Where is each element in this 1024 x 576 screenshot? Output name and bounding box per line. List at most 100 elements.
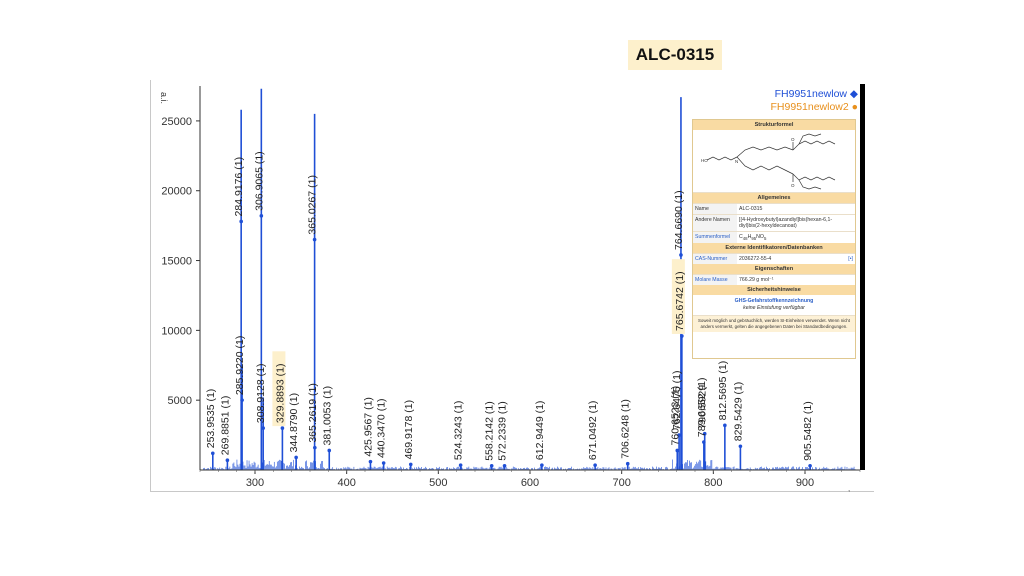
x-tick-label: 400 [337, 477, 355, 489]
peak-marker [239, 219, 243, 224]
formula-key-link[interactable]: Summenformel [693, 232, 737, 244]
peak-label: 764.6690 (1) [673, 190, 685, 250]
infobox-section-safety: Sicherheitshinweise [693, 285, 855, 296]
infobox-footnote: Soweit möglich und gebräuchlich, werden … [693, 315, 855, 333]
mass-spectrum-chart: 253.9535 (1) 269.8851 (1) 284.9176 (1) 285.… [159, 86, 861, 489]
frame-left-border [150, 80, 151, 492]
peak-label: 612.9449 (1) [534, 401, 546, 461]
label-highlight [671, 259, 685, 334]
y-tick-label: 25000 [161, 116, 192, 128]
infobox-section-structure: Strukturformel [693, 120, 855, 130]
molecule-skeleton-icon: HO N O O [701, 133, 836, 190]
legend: FH9951newlow ◆ FH9951newlow2 ● [760, 88, 858, 114]
peak-marker [408, 462, 413, 467]
formula-value: C48H95NO5 [739, 234, 767, 242]
svg-text:O: O [791, 183, 795, 188]
peak-label: 789.6652 (1) [696, 378, 708, 438]
peak-label: 285.9220 (1) [234, 336, 246, 396]
peak-label: 284.9176 (1) [233, 157, 245, 217]
x-tick-label: 500 [429, 477, 447, 489]
peak-label: 829.5429 (1) [732, 382, 744, 442]
label-highlight [272, 351, 286, 427]
peak-marker [489, 464, 494, 468]
ghs-block: GHS-Gefahrstoffkennzeichnung keine Einst… [693, 295, 855, 315]
legend-series-1-label: FH9951newlow [774, 88, 847, 100]
peak-marker [312, 237, 317, 242]
peak-marker [210, 451, 215, 456]
infobox-row-cas: CAS-Nummer 2036272-55-4 [•] [693, 253, 855, 265]
peak-marker [808, 464, 812, 468]
peak-marker [313, 445, 317, 450]
peak-label: 253.9535 (1) [205, 389, 217, 449]
peak-label: 440.3470 (1) [376, 398, 388, 458]
infobox-section-ids: Externe Identifikatoren/Datenbanken [693, 243, 855, 254]
peak-label: 760.6523 (1) [669, 386, 681, 446]
peak-label: 306.9065 (1) [253, 151, 265, 211]
mass-value: 766.29 g mol⁻¹ [739, 277, 774, 284]
peak-marker [723, 423, 727, 428]
infobox-section-general: Allgemeines [693, 193, 855, 203]
y-tick-label: 10000 [161, 325, 192, 337]
peak-marker [327, 448, 332, 453]
x-tick-label: 600 [521, 477, 539, 489]
compound-infobox: Strukturformel HO N O O Allgemeines Name… [692, 119, 856, 359]
cas-value: 2036272-55-4 [•] [737, 254, 855, 264]
peak-label: 762.6475 (1) [671, 371, 683, 431]
peak-label: 344.8790 (1) [288, 393, 300, 453]
peak-marker [680, 334, 684, 338]
y-axis-label: a.i. [159, 92, 169, 104]
x-tick-label: 700 [612, 477, 630, 489]
peak-marker [540, 463, 544, 467]
other-names-key: Andere Namen [693, 215, 737, 231]
x-tick-label: 800 [704, 477, 722, 489]
other-names-value: [(4-Hydroxybutyl)azandiyl]bis(hexan-6,1-… [739, 217, 833, 229]
peak-marker [702, 431, 707, 436]
svg-text:N: N [735, 159, 738, 164]
corner-mark: , [848, 484, 851, 493]
infobox-row-formula: Summenformel C48H95NO5 [693, 231, 855, 244]
peak-label: 706.6248 (1) [620, 399, 632, 459]
compound-label: ALC-0315 [628, 40, 722, 70]
cas-extra-link[interactable]: [•] [848, 256, 853, 263]
peak-label: 269.8851 (1) [219, 396, 231, 456]
peak-label: 365.2619 (1) [307, 383, 319, 443]
svg-text:O: O [791, 137, 795, 142]
peak-label: 905.5482 (1) [802, 401, 814, 461]
legend-series-2[interactable]: FH9951newlow2 ● [760, 101, 858, 114]
peak-markers [210, 214, 812, 468]
peak-label: 524.3243 (1) [453, 401, 465, 461]
peak-label: 365.0267 (1) [307, 175, 319, 235]
cas-key-link[interactable]: CAS-Nummer [693, 254, 737, 265]
peak-marker [261, 426, 265, 430]
peak-label: 425.9567 (1) [362, 397, 374, 457]
ghs-value: keine Einstufung verfügbar [743, 305, 805, 312]
peak-marker [675, 448, 680, 453]
infobox-row-other-names: Andere Namen [(4-Hydroxybutyl)azandiyl]b… [693, 214, 855, 231]
y-tick-label: 20000 [161, 186, 192, 198]
peak-marker [225, 458, 230, 463]
peak-marker [381, 461, 386, 465]
legend-series-2-label: FH9951newlow2 [770, 101, 849, 113]
legend-series-1[interactable]: FH9951newlow ◆ [760, 88, 858, 101]
peak-marker [368, 459, 373, 464]
ghs-title-link[interactable]: GHS-Gefahrstoffkennzeichnung [734, 298, 814, 305]
peak-marker [502, 464, 507, 468]
diamond-icon: ◆ [849, 88, 858, 100]
peak-label: 329.8893 (1) [274, 364, 286, 424]
svg-text:HO: HO [701, 158, 708, 163]
peak-marker [240, 398, 244, 402]
peak-marker [738, 444, 743, 449]
cas-number: 2036272-55-4 [739, 256, 772, 263]
mass-key-link[interactable]: Molare Masse [693, 275, 737, 286]
peak-marker [679, 253, 683, 257]
x-tick-label: 300 [246, 477, 264, 489]
peak-marker [625, 461, 630, 466]
peak-label: 765.6742 (1) [674, 271, 686, 331]
name-key: Name [693, 204, 737, 214]
peak-marker [458, 463, 463, 467]
peak-labels: 253.9535 (1) 269.8851 (1) 284.9176 (1) 285.… [205, 151, 814, 460]
peak-marker [702, 440, 706, 444]
y-tick-label: 15000 [161, 256, 192, 268]
peak-label: 790.5929 [697, 385, 709, 429]
peak-marker [280, 426, 285, 430]
